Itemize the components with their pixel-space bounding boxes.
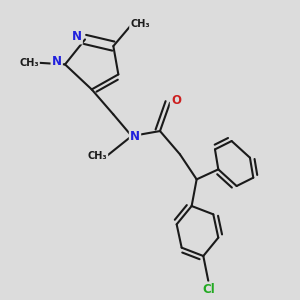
Text: CH₃: CH₃	[130, 20, 150, 29]
Text: N: N	[52, 55, 62, 68]
Text: N: N	[130, 130, 140, 142]
Text: CH₃: CH₃	[88, 151, 107, 161]
Text: N: N	[72, 30, 82, 43]
Text: O: O	[171, 94, 181, 106]
Text: CH₃: CH₃	[19, 58, 39, 68]
Text: Cl: Cl	[202, 283, 215, 296]
